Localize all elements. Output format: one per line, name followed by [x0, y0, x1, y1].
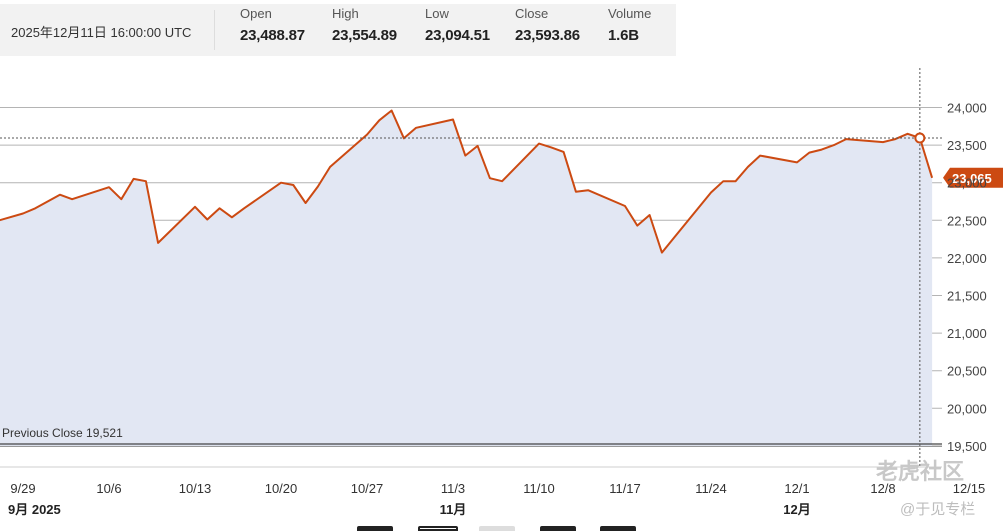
x-axis-layer: 9/29 10/6 10/13 10/20 10/27 11/3 11/10 11/17 11/…	[8, 481, 985, 517]
ohlc-open-value: 23,488.87	[240, 27, 305, 44]
x-tick-label: 10/6	[96, 481, 121, 496]
ohlc-high: High 23,554.89	[332, 6, 397, 44]
price-line	[0, 109, 934, 254]
y-tick-label: 20,500	[947, 364, 987, 379]
ohlc-high-label: High	[332, 6, 359, 21]
last-value-label: 23,065	[952, 171, 992, 186]
ohlc-low-value: 23,094.51	[425, 27, 490, 44]
y-tick-label: 21,500	[947, 289, 987, 304]
price-area-fill	[0, 110, 933, 446]
y-tick-label: 23,000	[947, 176, 987, 191]
x-tick-label: 11/17	[609, 481, 641, 496]
watermark-layer: 老虎社区 @于见专栏	[875, 459, 975, 518]
marker-layer: 23,065	[0, 68, 1003, 467]
y-tick-label: 21,000	[947, 326, 987, 341]
timeframe-button-2[interactable]	[418, 526, 458, 531]
timeframe-button-4[interactable]	[540, 526, 576, 531]
timeframe-button-1[interactable]	[357, 526, 393, 531]
y-axis-layer: 24,000 23,500 23,000 22,500 22,000 21,500 21,0…	[947, 101, 987, 454]
y-tick-label: 19,500	[947, 439, 987, 454]
ohlc-close-label: Close	[515, 6, 549, 21]
previous-close-layer: Previous Close 19,521	[0, 426, 942, 447]
ohlc-panel: 2025年12月11日 16:00:00 UTC Open 23,488.87 …	[0, 4, 676, 56]
x-tick-label: 12/1	[784, 481, 809, 496]
ohlc-divider	[214, 10, 215, 50]
ohlc-open-label: Open	[240, 6, 272, 21]
y-tick-label: 20,000	[947, 401, 987, 416]
y-tick-label: 23,500	[947, 138, 987, 153]
ohlc-high-value: 23,554.89	[332, 27, 397, 44]
y-tick-label: 22,000	[947, 251, 987, 266]
x-tick-label: 12/8	[870, 481, 895, 496]
ohlc-close-value: 23,593.86	[515, 27, 580, 44]
x-period-label: 9月 2025	[8, 502, 61, 517]
x-tick-label: 11/24	[695, 481, 727, 496]
last-value-badge	[943, 167, 1003, 188]
ohlc-low-label: Low	[425, 6, 449, 21]
y-tick-label: 24,000	[947, 101, 987, 116]
ohlc-low: Low 23,094.51	[425, 6, 490, 44]
x-tick-label: 12/15	[953, 481, 986, 496]
x-tick-label: 11/3	[441, 481, 465, 496]
ohlc-open: Open 23,488.87	[240, 6, 305, 44]
watermark-author: @于见专栏	[900, 501, 975, 518]
y-tick-label: 22,500	[947, 213, 987, 228]
timeframe-button-5[interactable]	[600, 526, 636, 531]
hover-point	[914, 132, 926, 144]
ohlc-volume-value: 1.6B	[608, 27, 639, 44]
ohlc-volume-label: Volume	[608, 6, 652, 21]
ohlc-timestamp: 2025年12月11日 16:00:00 UTC	[11, 25, 192, 40]
x-tick-label: 11/10	[523, 481, 555, 496]
ohlc-close: Close 23,593.86	[515, 6, 580, 44]
x-tick-label: 10/20	[265, 481, 298, 496]
x-tick-label: 10/13	[179, 481, 212, 496]
x-tick-label: 9/29	[10, 481, 35, 496]
watermark-brand: 老虎社区	[875, 459, 964, 484]
x-tick-label: 10/27	[351, 481, 384, 496]
x-period-label: 12月	[783, 502, 810, 517]
timeframe-button-3[interactable]	[479, 526, 515, 531]
x-period-label: 11月	[440, 502, 467, 517]
ohlc-volume: Volume 1.6B	[608, 6, 651, 44]
previous-close-label: Previous Close 19,521	[2, 426, 123, 440]
